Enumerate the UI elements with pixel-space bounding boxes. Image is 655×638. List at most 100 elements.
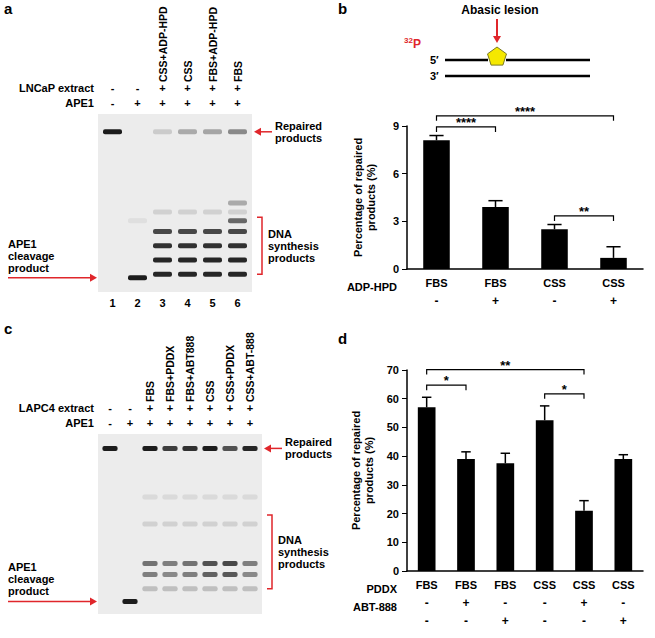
svg-text:b: b — [338, 0, 347, 17]
svg-text:+: + — [610, 294, 617, 308]
svg-text:30: 30 — [387, 479, 399, 491]
svg-text:+: + — [462, 596, 469, 610]
svg-text:CSS: CSS — [612, 579, 635, 591]
svg-text:a: a — [4, 0, 13, 17]
svg-text:+: + — [134, 97, 140, 109]
svg-text:ABT-888: ABT-888 — [353, 601, 397, 613]
svg-text:-: - — [464, 614, 468, 628]
svg-text:FBS: FBS — [485, 277, 507, 289]
svg-text:+: + — [247, 417, 253, 429]
svg-text:+: + — [207, 417, 213, 429]
svg-text:products (%): products (%) — [365, 164, 377, 232]
svg-text:+: + — [159, 82, 165, 94]
svg-text:*: * — [562, 382, 568, 397]
svg-text:Percentage of repaired: Percentage of repaired — [352, 138, 364, 257]
svg-text:70: 70 — [387, 364, 399, 376]
svg-text:+: + — [159, 97, 165, 109]
svg-text:3: 3 — [393, 215, 399, 227]
svg-text:-: - — [553, 294, 557, 308]
svg-text:FBS: FBS — [232, 61, 244, 82]
svg-text:+: + — [247, 402, 253, 414]
svg-text:LAPC4 extract: LAPC4 extract — [19, 402, 95, 414]
svg-text:CSS: CSS — [533, 579, 556, 591]
svg-text:-: - — [108, 402, 112, 414]
svg-text:CSS+PDDX: CSS+PDDX — [224, 345, 236, 402]
svg-text:FBS+PDDX: FBS+PDDX — [164, 346, 176, 402]
svg-text:6: 6 — [234, 297, 240, 309]
svg-text:+: + — [227, 402, 233, 414]
svg-text:-: - — [503, 596, 507, 610]
svg-text:+: + — [184, 82, 190, 94]
svg-text:2: 2 — [134, 297, 140, 309]
svg-text:+: + — [127, 417, 133, 429]
svg-text:FBS: FBS — [455, 579, 477, 591]
svg-text:+: + — [184, 97, 190, 109]
svg-text:0: 0 — [393, 263, 399, 275]
svg-text:-: - — [582, 614, 586, 628]
svg-text:**: ** — [500, 358, 511, 373]
svg-text:APE1: APE1 — [65, 97, 94, 109]
svg-text:d: d — [338, 330, 347, 347]
svg-text:+: + — [147, 402, 153, 414]
svg-text:CSS: CSS — [204, 380, 216, 402]
svg-text:Repairedproducts: Repairedproducts — [275, 120, 322, 144]
svg-text:-: - — [543, 596, 547, 610]
svg-text:-: - — [425, 596, 429, 610]
svg-text:3: 3 — [159, 297, 165, 309]
svg-text:+: + — [227, 417, 233, 429]
svg-text:+: + — [187, 417, 193, 429]
svg-text:Abasic lesion: Abasic lesion — [461, 3, 538, 17]
svg-text:FBS+ADP-HPD: FBS+ADP-HPD — [207, 7, 219, 82]
svg-text:-: - — [128, 402, 132, 414]
svg-text:DNAsynthesisproducts: DNAsynthesisproducts — [278, 534, 329, 570]
svg-text:+: + — [167, 402, 173, 414]
svg-text:40: 40 — [387, 450, 399, 462]
svg-text:DNAsynthesisproducts: DNAsynthesisproducts — [268, 228, 319, 264]
svg-text:ADP-HPD: ADP-HPD — [347, 281, 397, 293]
svg-text:PDDX: PDDX — [366, 583, 397, 595]
svg-text:Percentage of repaired: Percentage of repaired — [350, 411, 362, 530]
svg-text:+: + — [234, 97, 240, 109]
svg-text:-: - — [111, 82, 115, 94]
svg-text:60: 60 — [387, 393, 399, 405]
svg-text:-: - — [621, 596, 625, 610]
svg-text:****: **** — [515, 104, 536, 119]
svg-text:-: - — [435, 294, 439, 308]
svg-text:+: + — [502, 614, 509, 628]
svg-text:+: + — [209, 82, 215, 94]
svg-text:+: + — [620, 614, 627, 628]
svg-text:FBS: FBS — [144, 381, 156, 402]
svg-text:+: + — [167, 417, 173, 429]
svg-text:CSS+ADP-HPD: CSS+ADP-HPD — [157, 6, 169, 82]
svg-text:-: - — [136, 82, 140, 94]
svg-text:3′: 3′ — [430, 70, 439, 82]
svg-text:9: 9 — [393, 120, 399, 132]
svg-text:CSS: CSS — [543, 277, 566, 289]
svg-text:+: + — [580, 596, 587, 610]
svg-text:5: 5 — [209, 297, 215, 309]
svg-text:20: 20 — [387, 508, 399, 520]
svg-text:-: - — [108, 417, 112, 429]
svg-text:-: - — [111, 97, 115, 109]
svg-text:4: 4 — [184, 297, 191, 309]
svg-text:APE1cleavageproduct: APE1cleavageproduct — [8, 561, 54, 597]
svg-text:CSS: CSS — [602, 277, 625, 289]
svg-text:5′: 5′ — [430, 54, 439, 66]
svg-text:FBS+ABT888: FBS+ABT888 — [184, 336, 196, 402]
svg-text:+: + — [147, 417, 153, 429]
svg-text:1: 1 — [109, 297, 115, 309]
svg-text:FBS: FBS — [416, 579, 438, 591]
svg-text:Repairedproducts: Repairedproducts — [285, 436, 332, 460]
svg-text:LNCaP extract: LNCaP extract — [19, 82, 94, 94]
svg-text:-: - — [425, 614, 429, 628]
svg-text:products (%): products (%) — [363, 437, 375, 505]
svg-text:+: + — [207, 402, 213, 414]
svg-text:10: 10 — [387, 536, 399, 548]
svg-text:+: + — [492, 294, 499, 308]
svg-text:CSS+ABT-888: CSS+ABT-888 — [244, 332, 256, 402]
svg-text:c: c — [4, 320, 12, 337]
svg-text:APE1: APE1 — [65, 417, 94, 429]
svg-text:50: 50 — [387, 421, 399, 433]
svg-text:**: ** — [579, 204, 590, 219]
svg-text:*: * — [444, 373, 450, 388]
